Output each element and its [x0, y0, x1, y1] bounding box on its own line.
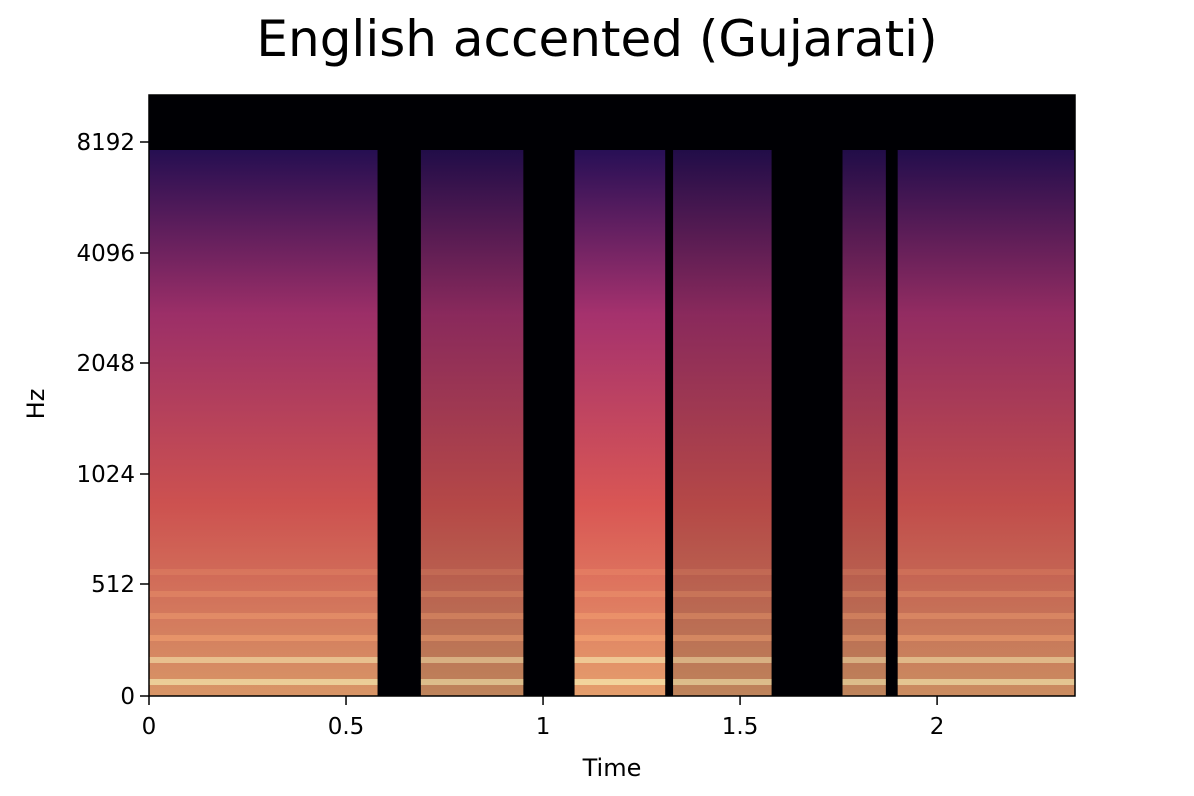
x-tick-label: 1 [536, 714, 551, 740]
harmonic-band [574, 657, 666, 663]
speech-segment [897, 150, 1075, 696]
y-tick-label: 1024 [76, 462, 135, 488]
y-tick-label: 8192 [76, 130, 135, 156]
harmonic-band [842, 657, 886, 663]
harmonic-band [673, 613, 772, 619]
x-axis-label: Time [582, 754, 642, 782]
chart-title: English accented (Gujarati) [256, 10, 938, 68]
speech-segment [673, 150, 772, 696]
harmonic-band [149, 591, 378, 597]
harmonic-band [574, 613, 666, 619]
harmonic-band [574, 591, 666, 597]
harmonic-band [574, 569, 666, 575]
y-tick-label: 2048 [76, 351, 135, 377]
harmonic-band [897, 657, 1075, 663]
harmonic-band [149, 635, 378, 641]
harmonic-band [574, 635, 666, 641]
y-axis: 0 512 1024 2048 4096 8192 [76, 130, 149, 710]
harmonic-band [420, 569, 524, 575]
x-tick-label: 2 [930, 714, 945, 740]
plot-frame [148, 94, 1076, 697]
harmonic-band [149, 569, 378, 575]
harmonic-band [897, 635, 1075, 641]
y-tick-label: 0 [120, 684, 135, 710]
harmonic-band [420, 635, 524, 641]
y-tick-label: 4096 [76, 241, 135, 267]
harmonic-band [842, 635, 886, 641]
y-axis-label: Hz [22, 389, 50, 420]
speech-segment [149, 150, 378, 696]
harmonic-band [673, 569, 772, 575]
harmonic-band [897, 613, 1075, 619]
harmonic-band [842, 569, 886, 575]
harmonic-band [420, 591, 524, 597]
harmonic-band [842, 613, 886, 619]
harmonic-band [149, 613, 378, 619]
speech-segment [420, 150, 524, 696]
speech-segment [842, 150, 886, 696]
harmonic-band [673, 591, 772, 597]
harmonic-band [673, 657, 772, 663]
harmonic-band [897, 679, 1075, 685]
harmonic-band [673, 679, 772, 685]
x-tick-label: 0 [142, 714, 157, 740]
harmonic-band [149, 657, 378, 663]
x-tick-label: 0.5 [328, 714, 365, 740]
x-tick-label: 1.5 [722, 714, 759, 740]
harmonic-band [149, 679, 378, 685]
harmonic-band [842, 679, 886, 685]
harmonic-band [574, 679, 666, 685]
harmonic-band [897, 591, 1075, 597]
heatmap-layer [149, 150, 1075, 696]
harmonic-band [420, 679, 524, 685]
harmonic-band [420, 613, 524, 619]
harmonic-band [897, 569, 1075, 575]
harmonic-band [673, 635, 772, 641]
y-tick-label: 512 [91, 572, 135, 598]
x-axis: 0 0.5 1 1.5 2 [142, 696, 945, 740]
harmonic-band [420, 657, 524, 663]
speech-segment [574, 150, 666, 696]
harmonic-band [842, 591, 886, 597]
